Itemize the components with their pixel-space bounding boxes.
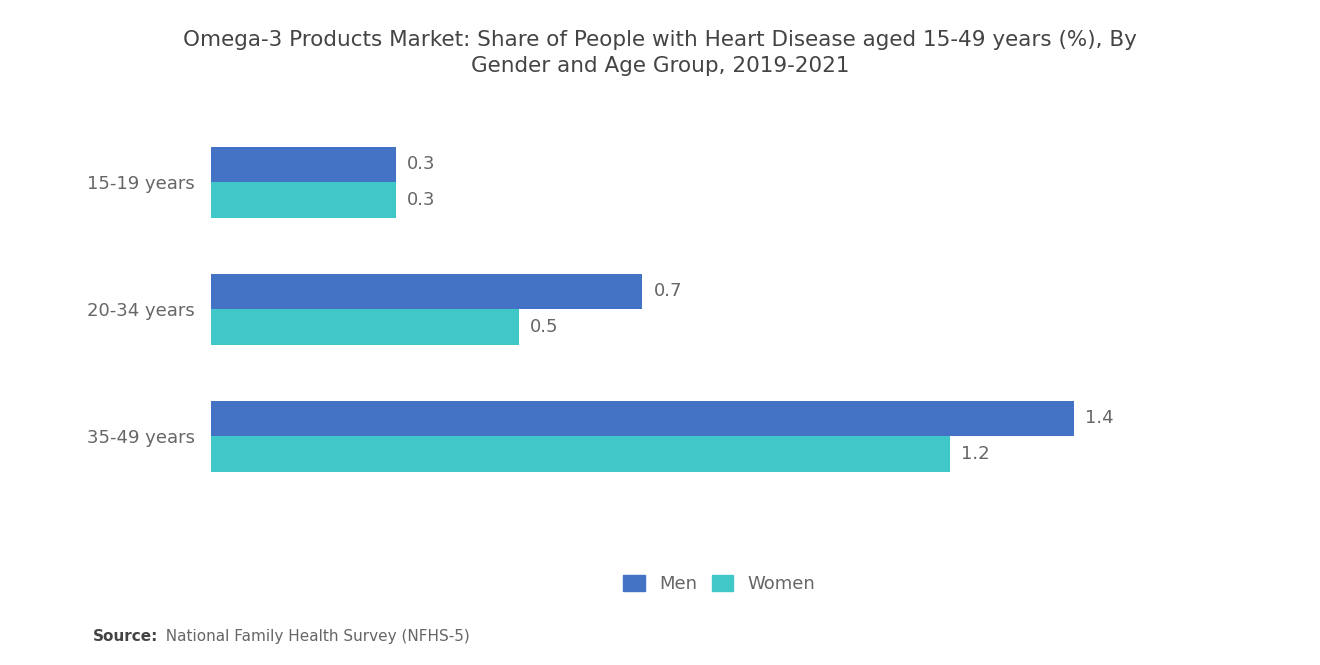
Text: 1.4: 1.4 — [1085, 410, 1113, 428]
Text: 0.7: 0.7 — [653, 283, 682, 301]
Bar — [211, 274, 643, 309]
Bar — [211, 436, 950, 471]
Bar — [211, 182, 396, 218]
Legend: Men, Women: Men, Women — [614, 565, 825, 602]
Text: Source:: Source: — [92, 628, 158, 644]
Text: 0.3: 0.3 — [407, 191, 436, 209]
Bar — [211, 147, 396, 182]
Bar — [211, 309, 519, 344]
Bar — [211, 400, 1073, 436]
Text: 1.2: 1.2 — [961, 445, 990, 463]
Text: 0.5: 0.5 — [531, 318, 558, 336]
Text: National Family Health Survey (NFHS-5): National Family Health Survey (NFHS-5) — [156, 628, 470, 644]
Text: Omega-3 Products Market: Share of People with Heart Disease aged 15-49 years (%): Omega-3 Products Market: Share of People… — [183, 30, 1137, 76]
Text: 0.3: 0.3 — [407, 156, 436, 174]
